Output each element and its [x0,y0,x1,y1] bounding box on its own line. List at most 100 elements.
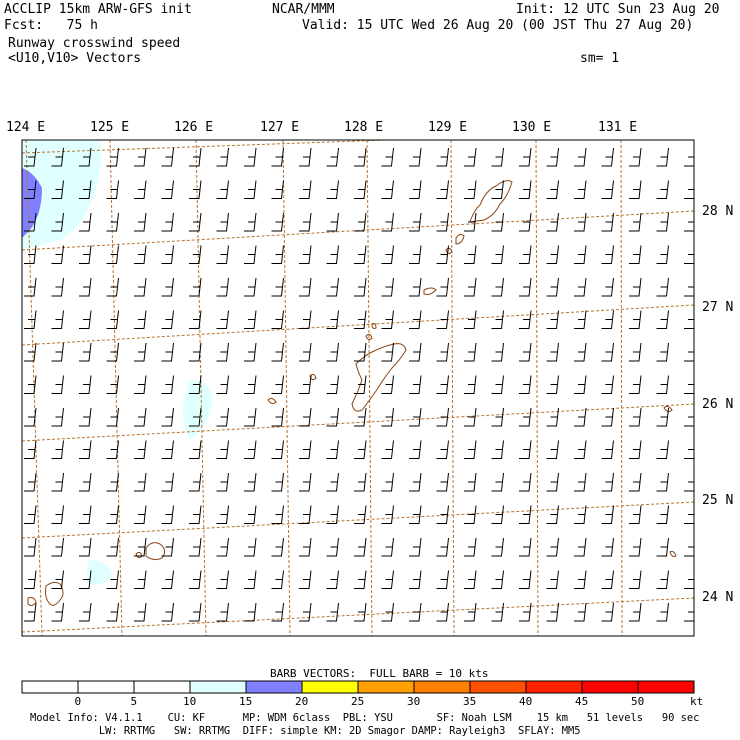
wind-barb [409,147,422,167]
wind-barb [656,245,669,264]
wind-barb [271,505,284,524]
wind-barb [684,193,694,199]
wind-barb [216,602,229,622]
wind-barb [519,537,532,557]
wind-barb [106,440,119,459]
wind-barb [601,277,614,297]
wind-barb [51,310,64,329]
wind-barb [271,212,284,232]
wind-barb [244,342,257,362]
wind-barb [601,602,614,622]
wind-barb [189,180,202,199]
wind-barb [546,310,559,329]
wind-barb [24,472,37,492]
wind-barb [216,440,229,459]
wind-barb [106,570,119,589]
wind-barb [161,310,174,329]
wind-barb [656,537,669,557]
lat-label: 26 N [702,397,734,412]
lon-label: 129 E [428,120,468,135]
wind-barb [409,180,422,199]
wind-barb [326,537,339,557]
wind-barb [271,440,284,459]
wind-barb [574,537,587,557]
map-border [21,139,695,637]
wind-barb [244,407,257,427]
wind-barb [629,505,642,524]
wind-barb [354,472,367,492]
wind-barb [601,472,614,492]
wind-barb [244,147,257,167]
wind-barb [409,212,422,232]
wind-barb [299,245,312,264]
wind-barb [134,212,147,232]
wind-barb [51,602,64,622]
wind-barb [354,147,367,167]
wind-barb [51,537,64,557]
colorbar-unit: kt [690,695,704,708]
wind-barb [684,291,694,297]
wind-barb [629,472,642,492]
wind-barb [684,453,694,459]
colorbar-tick: 35 [463,695,477,708]
wind-barb [464,310,477,329]
wind-barb [546,147,559,167]
wind-barb [354,570,367,589]
wind-barb [409,570,422,589]
wind-barb [546,212,559,232]
wind-barb [684,356,694,362]
wind-barb [354,440,367,459]
wind-barb [436,602,449,622]
wind-barb [491,537,504,557]
lon-label: 130 E [512,120,552,135]
wind-barb [491,375,504,394]
vector-name: <U10,V10> Vectors [8,51,142,66]
wind-barb [299,310,312,329]
wind-barb [51,570,64,589]
wind-barb [601,310,614,329]
colorbar-tick: 25 [351,695,365,708]
wind-barb [161,570,174,589]
field-name: Runway crosswind speed [8,36,181,51]
wind-barb [216,472,229,492]
wind-barb [491,180,504,199]
wind-barb [326,407,339,427]
wind-barb [684,551,694,557]
wind-barb [491,602,504,622]
colorbar-swatch [21,680,79,694]
wind-barb [601,342,614,362]
wind-barb [574,342,587,362]
wind-barb [216,342,229,362]
wind-barb [684,161,694,167]
wind-barb [189,245,202,264]
wind-barb [244,212,257,232]
wind-barb [629,180,642,199]
wind-barb [271,602,284,622]
wind-barb [354,180,367,199]
wind-barb [51,147,64,167]
wind-barb [134,180,147,199]
colorbar-tick: 10 [183,695,197,708]
wind-barb [51,375,64,394]
colorbar-swatch [189,680,247,694]
colorbar [21,680,695,694]
wind-barb [79,407,92,427]
wind-barb [244,180,257,199]
wind-barb [299,505,312,524]
wind-barb [381,180,394,199]
wind-barb [491,342,504,362]
wind-barb [436,342,449,362]
wind-barb [326,180,339,199]
wind-barb [79,505,92,524]
wind-barb [491,472,504,492]
wind-barb [491,407,504,427]
wind-barb [519,375,532,394]
wind-barb [436,570,449,589]
wind-barb [656,472,669,492]
wind-barb [51,180,64,199]
wind-barb [79,147,92,167]
wind-barb [326,602,339,622]
wind-barb [409,407,422,427]
wind-barb [574,407,587,427]
